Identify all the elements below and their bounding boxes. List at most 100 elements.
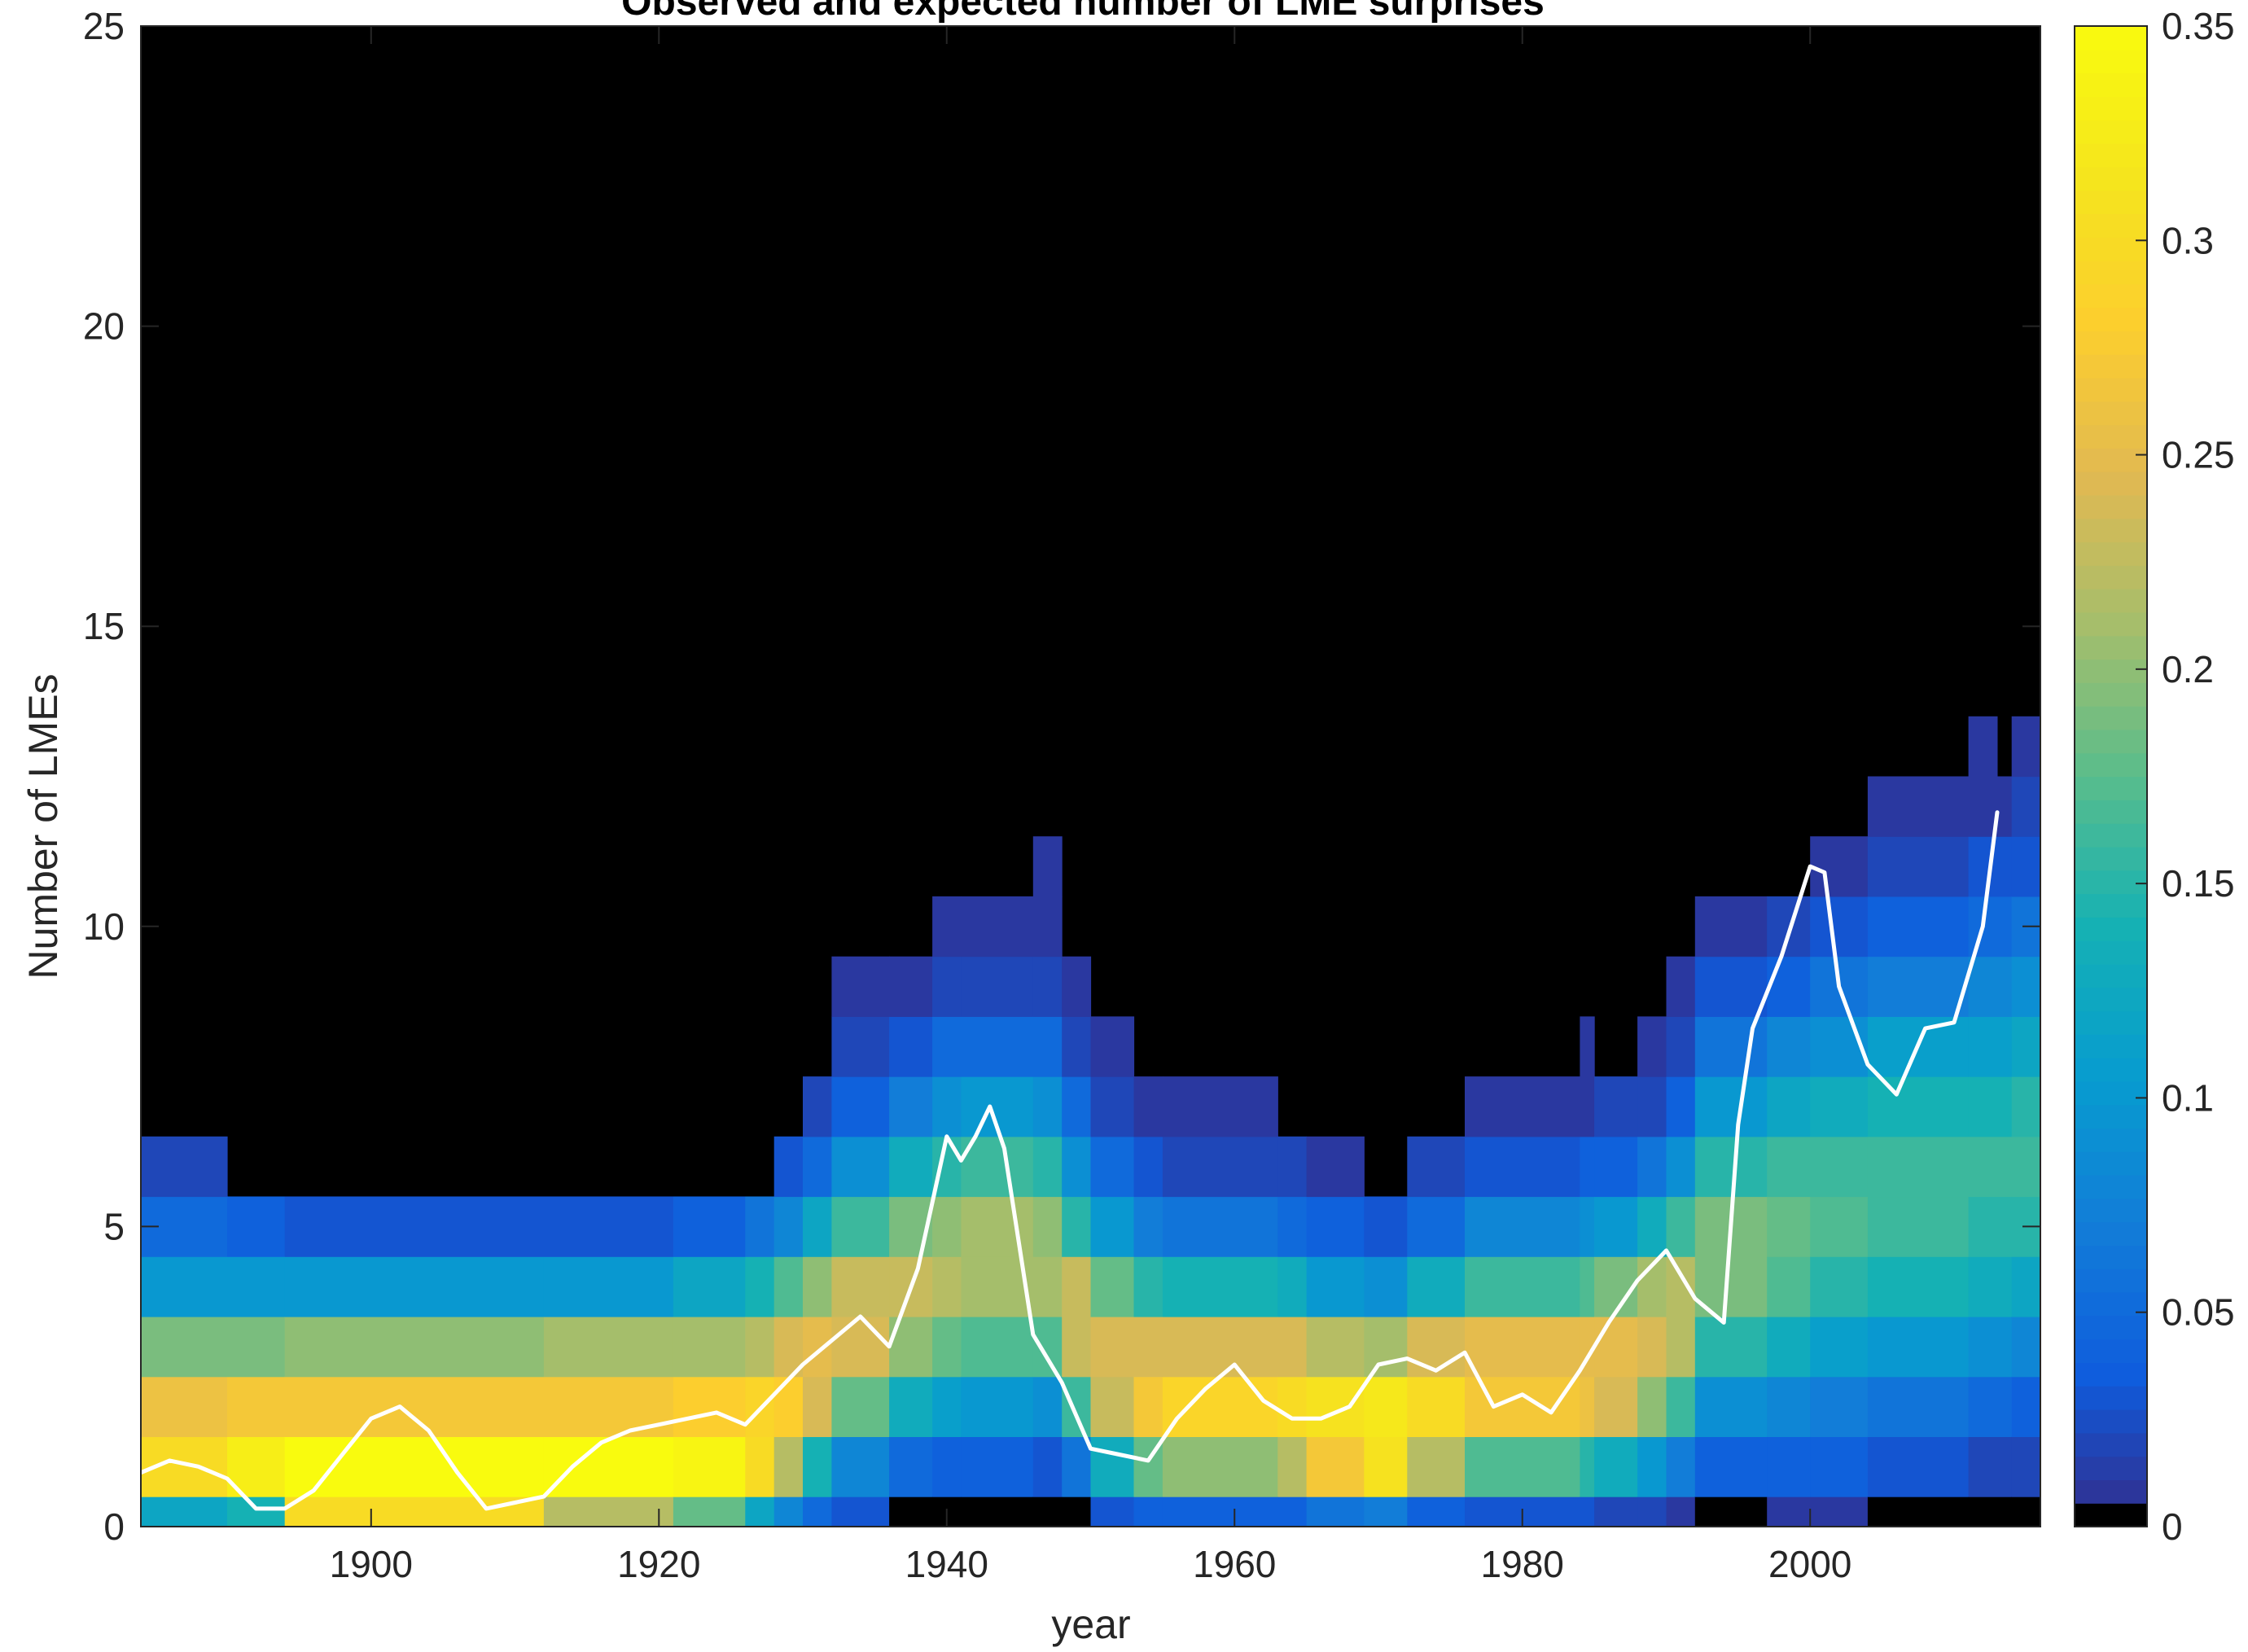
colorbar-tick-label: 0.1 [2162,1076,2214,1119]
heatmap-cell [932,1016,962,1077]
heatmap-cell [543,1317,674,1378]
heatmap-cell [1580,1436,1595,1497]
heatmap-cell [1162,1436,1278,1497]
heatmap-cell [1133,1317,1163,1378]
heatmap-cell [1062,956,1092,1017]
heatmap-cell [1968,716,1998,778]
y-tick-label: 20 [83,305,125,348]
colorbar-tick-label: 0.25 [2162,434,2235,476]
heatmap-cell [1407,1136,1466,1198]
heatmap-cell [673,1376,746,1437]
heatmap-cell [1637,1016,1667,1077]
heatmap-cell [1032,836,1063,897]
x-tick-label: 2000 [1768,1543,1851,1585]
heatmap-cell [1968,1317,1998,1378]
colorbar-swatch [2075,1175,2147,1199]
heatmap-cell [2011,1016,2041,1077]
heatmap-cell [1580,1196,1595,1257]
heatmap-cell [1465,1196,1580,1257]
heatmap-cell [961,1436,1034,1497]
heatmap-cell [1465,1436,1580,1497]
heatmap-cell [803,1496,832,1527]
heatmap-cell [543,1196,674,1257]
colorbar-swatch [2075,72,2147,97]
heatmap-cell [673,1256,746,1317]
heatmap-cell [1594,1317,1638,1378]
heatmap-cell [961,956,1034,1017]
colorbar-tick-label: 0.35 [2162,5,2235,47]
heatmap-cell [1694,1376,1768,1437]
heatmap-cell [1694,956,1768,1017]
heatmap-cell [932,956,962,1017]
heatmap-cell [1032,1317,1063,1378]
heatmap-cell [1637,1076,1667,1137]
y-tick-label: 10 [83,905,125,948]
heatmap-cell [1867,1376,1970,1437]
heatmap-cell [1767,1256,1811,1317]
heatmap-cell [1637,1436,1667,1497]
heatmap-cell [773,1256,804,1317]
heatmap-cell [1694,1436,1768,1497]
heatmap-cell [1090,1496,1135,1527]
heatmap-cell [1968,1016,1998,1077]
heatmap-cell [1032,1436,1063,1497]
heatmap-cell [673,1496,746,1527]
heatmap-cell [1767,1196,1811,1257]
heatmap-cell [673,1317,746,1378]
heatmap-cell [1306,1256,1365,1317]
colorbar-swatch [2075,283,2147,309]
heatmap-cell [2011,776,2041,837]
heatmap-cell [1666,956,1696,1017]
heatmap-cell [1997,1196,2013,1257]
colorbar-swatch [2075,987,2147,1012]
heatmap-cell [1867,1496,1970,1527]
heatmap-cell [1580,1136,1595,1198]
heatmap-cell [1867,1317,1970,1378]
heatmap-cell [1767,1016,1811,1077]
heatmap-cell [1666,1376,1696,1437]
colorbar-swatch [2075,378,2147,402]
heatmap-cell [1090,1136,1135,1198]
heatmap-cell [1594,1496,1638,1527]
colorbar-swatch [2075,565,2147,589]
colorbar-swatch [2075,1010,2147,1035]
heatmap-cell [961,1136,1034,1198]
heatmap-cell [1162,1256,1278,1317]
heatmap-cell [1997,836,2013,897]
heatmap-cell [1580,1376,1595,1437]
heatmap-cell [1997,1076,2013,1137]
heatmap-cell [889,1076,933,1137]
colorbar-swatch [2075,1503,2147,1527]
heatmap-cell [961,1496,1034,1527]
heatmap-cell [1666,1196,1696,1257]
colorbar-swatch [2075,424,2147,449]
heatmap-cell [2011,1076,2041,1137]
heatmap-cell [1810,1196,1869,1257]
colorbar-swatch [2075,518,2147,543]
heatmap-cell [1364,1376,1408,1437]
plot-frame [140,25,2041,1527]
colorbar-swatch [2075,120,2147,144]
heatmap-cell [543,1436,674,1497]
colorbar-swatch [2075,893,2147,918]
x-tick-label: 1900 [330,1543,413,1585]
colorbar-swatch [2075,706,2147,730]
heatmap-cell [932,1317,962,1378]
heatmap-cell [284,1376,545,1437]
heatmap-cell [745,1496,775,1527]
heatmap-cell [543,1496,674,1527]
heatmap-cell [1666,1317,1696,1378]
heatmap-cell [1767,1496,1811,1527]
heatmap-cell [1997,896,2013,957]
heatmap-cell [1580,1076,1595,1137]
heatmap-cell [1364,1196,1408,1257]
heatmap-cell [1032,1076,1063,1137]
heatmap-cell [831,1076,890,1137]
heatmap-cell [227,1317,286,1378]
heatmap-cell [543,1376,674,1437]
heatmap-cell [1666,1136,1696,1198]
colorbar-frame [2074,25,2148,1527]
heatmap-cell [961,896,1034,957]
colorbar-swatch [2075,354,2147,379]
